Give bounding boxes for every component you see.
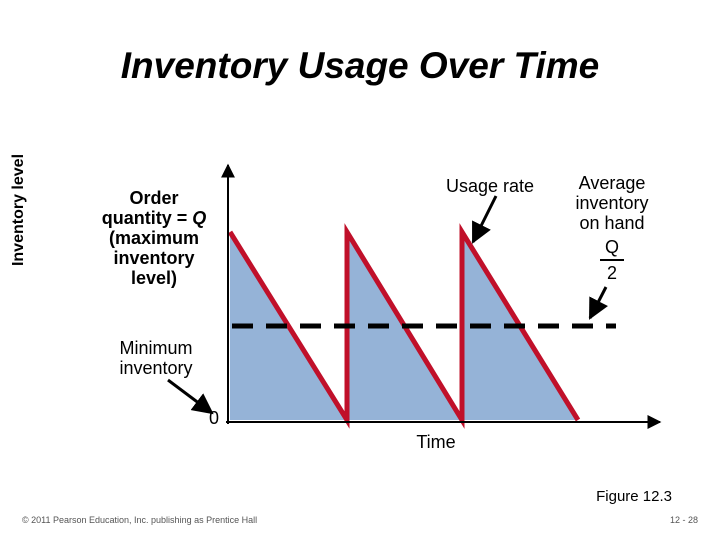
page-number: 12 - 28 — [669, 515, 698, 525]
minimum-inventory-annotation: Minimum inventory — [119, 338, 193, 378]
average-inventory-arrow — [588, 286, 608, 320]
average-inventory-fraction: Q 2 — [590, 237, 634, 283]
fraction-denominator: 2 — [606, 263, 617, 283]
minimum-inventory-arrow — [167, 378, 214, 415]
x-axis-label: Time — [416, 432, 456, 452]
order-quantity-text: quantity = Q — [101, 208, 207, 228]
fraction-bar — [600, 259, 624, 261]
fraction-numerator: Q — [604, 237, 619, 257]
usage-rate-annotation: Usage rate — [445, 176, 535, 196]
page-title: Inventory Usage Over Time — [120, 45, 600, 86]
copyright-text: © 2011 Pearson Education, Inc. publishin… — [22, 515, 258, 525]
average-inventory-annotation: Average inventory on hand — [575, 173, 649, 233]
order-quantity-annotation: Order quantity = Q (maximum inventory le… — [88, 188, 220, 288]
usage-rate-arrow — [471, 195, 498, 244]
figure-label: Figure 12.3 — [596, 488, 672, 505]
zero-label: 0 — [208, 408, 219, 428]
